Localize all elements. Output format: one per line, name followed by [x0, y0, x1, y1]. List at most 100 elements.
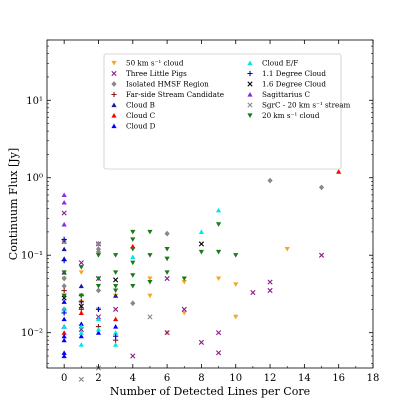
data-point: [78, 270, 84, 275]
data-point: [181, 306, 187, 312]
data-point: [267, 177, 273, 184]
data-point: [130, 300, 136, 307]
data-point: [181, 276, 187, 282]
data-point: [95, 246, 102, 252]
data-point: [78, 260, 84, 266]
y-tick-label: 10⁰: [26, 173, 43, 184]
data-point: [61, 270, 67, 275]
legend-marker: [247, 92, 253, 97]
legend-marker: [111, 81, 117, 87]
data-point: [61, 310, 67, 316]
legend-label: 1.6 Degree Cloud: [262, 80, 326, 89]
data-point: [61, 210, 67, 216]
data-point: [61, 199, 67, 205]
data-point: [198, 241, 205, 247]
data-point: [147, 253, 153, 258]
data-point: [164, 275, 170, 282]
data-point: [61, 330, 67, 335]
axis-ticks: 0 2 4 6 8 10 12 14 16 18 10⁻² 10⁻¹ 10⁰ 10¹: [21, 39, 379, 384]
x-axis-label: Number of Detected Lines per Core: [110, 385, 310, 398]
data-point: [198, 249, 205, 255]
x-tick-label: 16: [332, 373, 345, 384]
data-point: [181, 310, 187, 316]
data-point: [78, 310, 84, 315]
data-point: [284, 247, 290, 252]
legend-label: 50 km s⁻¹ cloud: [126, 59, 184, 68]
data-point: [233, 282, 239, 287]
data-point: [215, 222, 222, 227]
data-point: [318, 252, 325, 258]
legend-marker: [247, 70, 253, 77]
data-point: [113, 324, 119, 329]
legend-label: Far-side Stream Candidate: [126, 90, 224, 99]
data-point: [113, 277, 119, 283]
y-tick-label: 10⁻¹: [21, 251, 43, 262]
data-point: [78, 283, 84, 289]
data-point: [113, 253, 119, 258]
data-point: [164, 270, 170, 275]
data-point: [61, 333, 67, 339]
data-point: [61, 337, 67, 343]
data-point: [198, 229, 205, 234]
x-tick-label: 4: [130, 373, 136, 384]
data-point: [113, 288, 119, 294]
data-point: [164, 247, 170, 252]
data-point: [61, 350, 67, 355]
data-point: [250, 289, 256, 296]
legend-marker: [247, 60, 253, 66]
data-point: [61, 316, 67, 322]
data-point: [78, 293, 84, 299]
data-point: [61, 283, 67, 289]
data-point: [95, 241, 102, 247]
data-point: [95, 316, 102, 322]
data-point: [267, 279, 273, 285]
data-point: [318, 184, 325, 191]
legend-label: 1.1 Degree Cloud: [262, 69, 326, 78]
data-point: [95, 306, 102, 312]
data-point: [61, 275, 67, 282]
data-point: [130, 229, 136, 235]
data-point: [61, 299, 67, 304]
y-tick-label: 10¹: [26, 96, 43, 107]
data-point: [198, 339, 205, 345]
legend-label: Cloud C: [126, 111, 156, 120]
data-point: [181, 279, 187, 285]
x-tick-label: 12: [264, 373, 277, 384]
legend-marker: [111, 113, 117, 118]
data-point: [61, 287, 67, 294]
data-point: [78, 303, 84, 309]
data-point: [130, 273, 136, 278]
legend-marker: [111, 102, 117, 108]
data-point: [78, 265, 84, 270]
data-point: [147, 293, 153, 299]
legend-marker: [247, 81, 253, 87]
data-point: [113, 330, 119, 335]
legend-marker: [111, 60, 117, 66]
data-point: [164, 256, 170, 262]
data-point: [147, 276, 153, 282]
legend-marker: [247, 102, 253, 108]
data-point: [130, 260, 136, 266]
data-point: [130, 254, 136, 260]
data-point: [61, 192, 67, 198]
data-point: [95, 283, 102, 289]
data-point: [215, 249, 222, 255]
legend-label: SgrC - 20 km s⁻¹ stream: [262, 101, 351, 110]
data-point: [130, 353, 136, 359]
legend-label: Three Little Pigs: [126, 69, 187, 78]
data-point: [267, 287, 273, 294]
legend-marker: [247, 113, 253, 118]
data-point: [233, 314, 239, 320]
data-point: [215, 350, 222, 356]
data-point: [113, 293, 119, 298]
data-point: [95, 330, 102, 335]
data-point: [336, 169, 342, 174]
data-point: [113, 342, 119, 347]
data-point: [95, 253, 102, 258]
x-tick-label: 0: [61, 373, 67, 384]
data-point: [130, 247, 136, 252]
plot-frame: [46, 39, 374, 369]
data-point: [113, 316, 119, 322]
data-point: [233, 253, 239, 258]
x-tick-label: 8: [198, 373, 204, 384]
